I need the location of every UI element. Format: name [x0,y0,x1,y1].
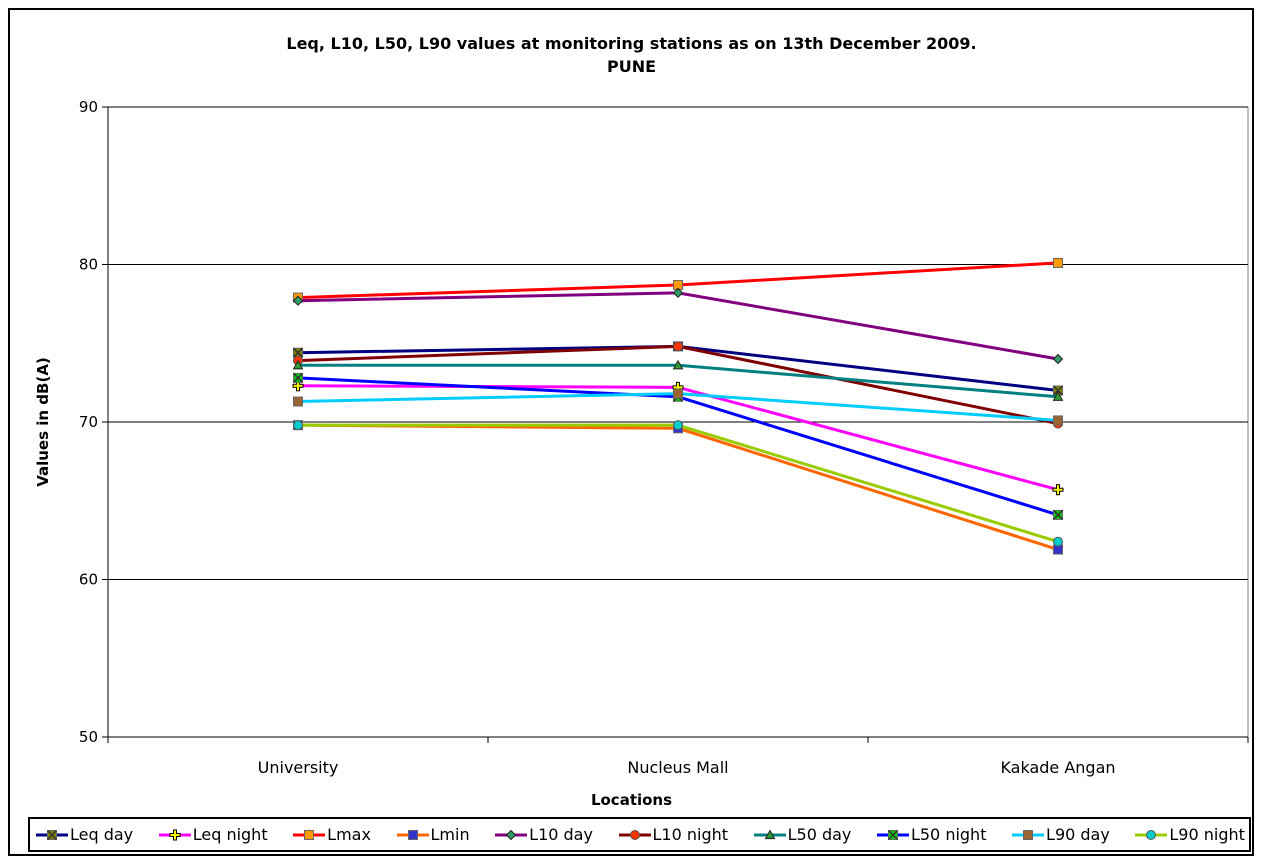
x-tick-label: Nucleus Mall [627,758,728,777]
series-9 [293,420,1063,547]
legend-label: L90 day [1046,825,1110,844]
data-point [1052,509,1064,520]
chart-frame [8,8,1254,856]
y-axis-title: Values in dB(A) [34,357,52,487]
legend-label: Leq day [70,825,134,844]
legend-swatch [618,829,651,840]
legend-label: Lmin [430,825,470,844]
x-axis-title: Locations [590,791,673,809]
legend-swatch [396,829,429,840]
legend-item: L10 day [495,825,593,844]
data-point [673,341,683,352]
y-tick-label: 60 [79,571,98,589]
legend-item: L90 night [1135,825,1245,844]
data-point [293,396,303,407]
legend-swatch [293,829,326,840]
data-point [1053,415,1063,426]
series-line [297,423,1059,552]
legend-swatch [1135,829,1168,840]
legend-item: L50 day [753,825,852,844]
legend-item: Leq day [36,825,133,844]
legend-label: L10 day [529,825,593,844]
legend-item: Lmin [396,825,470,844]
data-point [673,388,683,399]
legend-label: L50 day [787,825,852,844]
legend-marker [1146,829,1157,840]
series-8 [293,388,1063,426]
legend-item: L90 day [1012,825,1110,844]
legend-marker [505,829,517,840]
legend-marker [169,829,181,840]
data-point [673,420,683,431]
y-tick-label: 50 [79,728,98,746]
y-tick-label: 90 [79,98,98,116]
y-tick-label: 80 [79,256,98,274]
data-point [1052,385,1064,396]
legend-marker [46,829,58,840]
data-point [672,287,684,299]
legend-item: L10 night [618,825,729,844]
x-tick-label: University [258,758,339,777]
data-point [292,295,304,306]
chart-subtitle: PUNE [606,57,657,76]
legend-swatch [876,829,909,840]
legend-marker [407,829,418,840]
y-tick-label: 70 [79,413,98,431]
legend-marker [304,829,315,840]
series-line [298,423,1059,544]
data-point [293,420,303,431]
legend-marker [887,829,898,840]
data-point [292,372,304,383]
legend-label: L90 night [1169,825,1245,844]
data-point [1052,391,1064,401]
legend-swatch [36,829,68,840]
x-tick-label: Kakade Angan [1000,758,1115,777]
series-3 [293,420,1063,555]
data-point [1052,353,1064,365]
legend-label: Lmax [327,825,371,844]
legend-item: Lmax [293,825,371,844]
legend-item: Leq night [158,825,268,844]
data-point [292,359,304,370]
chart-title: Leq, L10, L50, L90 values at monitoring … [286,34,977,53]
legend-label: Leq night [192,825,268,844]
legend-label: L50 night [910,825,987,844]
legend-label: L10 night [652,825,729,844]
legend: Leq day Leq night Lmax Lmin L10 day L10 night… [28,817,1251,852]
data-point [672,359,684,370]
legend-swatch [495,829,528,840]
data-point [1052,484,1064,496]
data-point [1053,257,1063,268]
series-6 [292,359,1064,401]
series-4 [292,287,1064,365]
legend-marker [764,828,775,839]
legend-marker [1023,829,1034,840]
legend-swatch [158,829,191,840]
legend-swatch [1012,829,1045,840]
legend-marker [629,829,640,840]
legend-swatch [753,828,786,839]
legend-item: L50 night [876,825,987,844]
data-point [1053,536,1063,547]
